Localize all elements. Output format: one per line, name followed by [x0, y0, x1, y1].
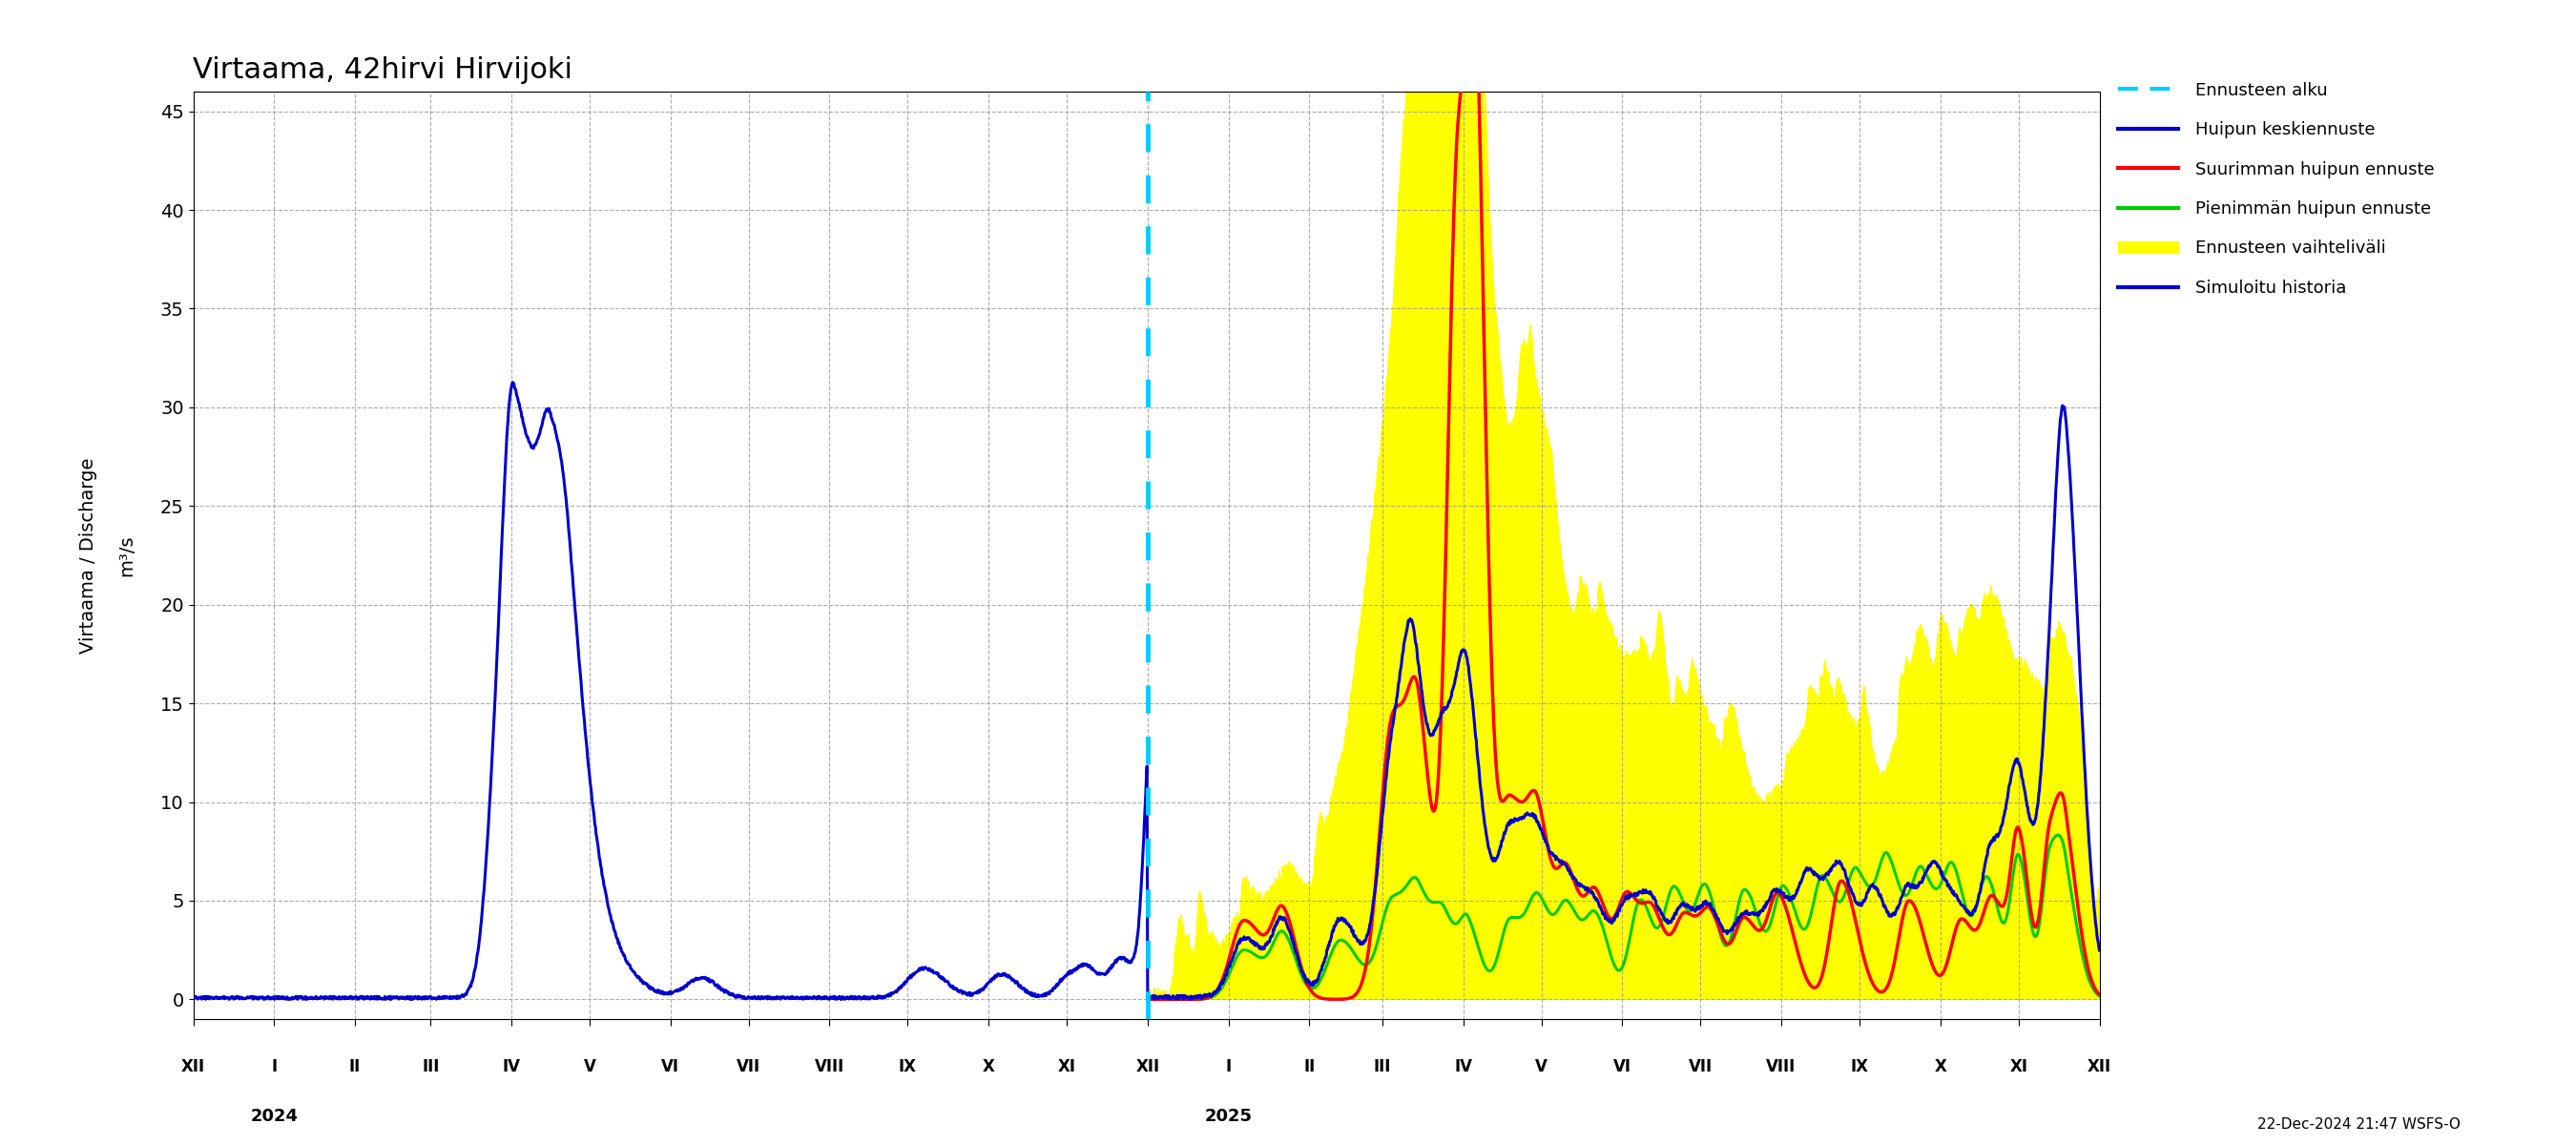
Text: IV: IV [502, 1058, 520, 1075]
Text: 22-Dec-2024 21:47 WSFS-O: 22-Dec-2024 21:47 WSFS-O [2257, 1118, 2460, 1131]
Text: X: X [1935, 1058, 1947, 1075]
Text: VII: VII [1687, 1058, 1713, 1075]
Text: VII: VII [737, 1058, 760, 1075]
Text: V: V [582, 1058, 595, 1075]
Text: Virtaama / Discharge: Virtaama / Discharge [80, 457, 98, 654]
Text: Virtaama, 42hirvi Hirvijoki: Virtaama, 42hirvi Hirvijoki [193, 56, 572, 84]
Text: XI: XI [1059, 1058, 1077, 1075]
Text: II: II [1303, 1058, 1316, 1075]
Text: XII: XII [2087, 1058, 2112, 1075]
Text: XII: XII [1136, 1058, 1159, 1075]
Text: IX: IX [1850, 1058, 1868, 1075]
Text: 2024: 2024 [250, 1108, 299, 1126]
Text: III: III [1373, 1058, 1391, 1075]
Text: XII: XII [180, 1058, 206, 1075]
Text: VIII: VIII [1767, 1058, 1795, 1075]
Text: m³/s: m³/s [118, 535, 137, 576]
Text: IX: IX [899, 1058, 917, 1075]
Text: IV: IV [1453, 1058, 1473, 1075]
Text: III: III [422, 1058, 440, 1075]
Text: VI: VI [662, 1058, 680, 1075]
Text: VIII: VIII [814, 1058, 845, 1075]
Text: 2025: 2025 [1206, 1108, 1252, 1126]
Legend: Ennusteen alku, Huipun keskiennuste, Suurimman huipun ennuste, Pienimmän huipun : Ennusteen alku, Huipun keskiennuste, Suu… [2117, 81, 2434, 297]
Text: X: X [981, 1058, 994, 1075]
Text: II: II [348, 1058, 361, 1075]
Text: I: I [1226, 1058, 1231, 1075]
Text: I: I [270, 1058, 278, 1075]
Text: V: V [1535, 1058, 1548, 1075]
Text: XI: XI [2009, 1058, 2027, 1075]
Text: VI: VI [1613, 1058, 1631, 1075]
